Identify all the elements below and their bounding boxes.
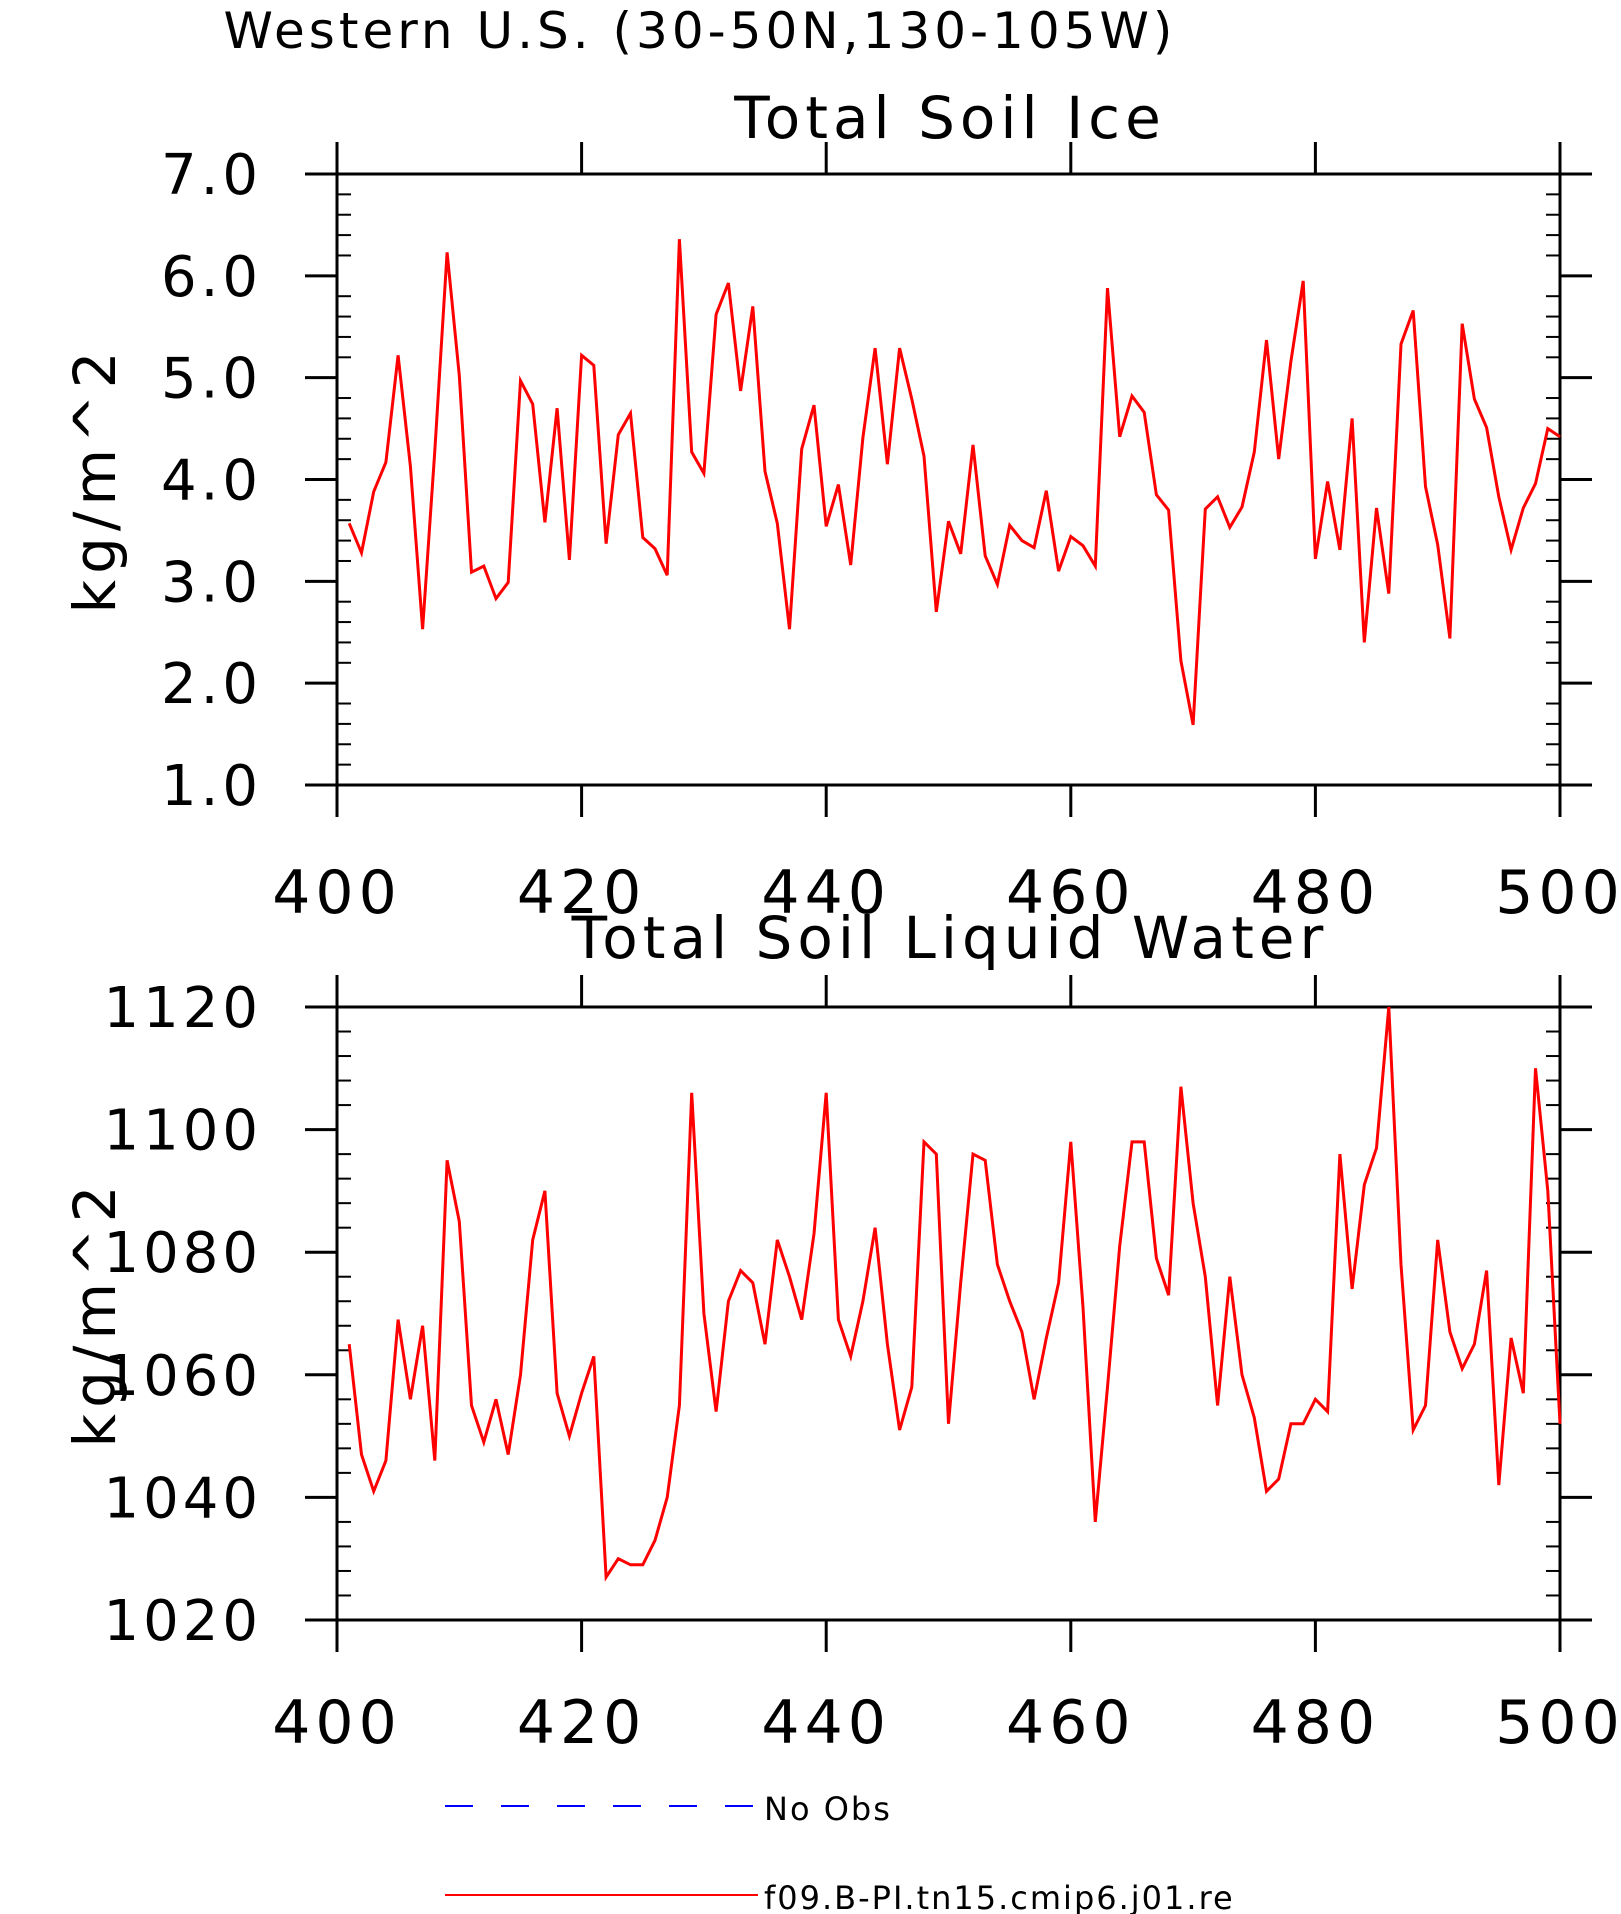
y-tick-label: 1100 bbox=[103, 1099, 262, 1164]
x-tick-label: 440 bbox=[761, 1688, 891, 1758]
x-tick-label: 400 bbox=[272, 858, 402, 928]
series-line-1 bbox=[347, 239, 1561, 726]
y-tick-label: 4.0 bbox=[161, 449, 262, 514]
y-tick-label: 7.0 bbox=[161, 143, 262, 208]
legend-label: f09.B-PI.tn15.cmip6.j01.re bbox=[764, 1879, 1235, 1914]
x-tick-label: 420 bbox=[517, 858, 647, 928]
x-tick-label: 500 bbox=[1495, 858, 1621, 928]
legend-entry-2: f09.B-PI.tn15.cmip6.j01.re bbox=[445, 1879, 1235, 1914]
y-tick-label: 1.0 bbox=[161, 754, 262, 819]
figure-title: Western U.S. (30-50N,130-105W) bbox=[224, 2, 1177, 60]
y-tick-label: 6.0 bbox=[161, 245, 262, 310]
y-tick-label: 1120 bbox=[103, 976, 262, 1041]
panel-title: Total Soil Ice bbox=[733, 84, 1166, 152]
y-axis-label: kg/m^2 bbox=[61, 346, 129, 614]
y-tick-label: 2.0 bbox=[161, 652, 262, 717]
plot-frame bbox=[335, 172, 1562, 787]
x-tick-label: 480 bbox=[1251, 1688, 1381, 1758]
x-tick-label: 400 bbox=[272, 1688, 402, 1758]
y-tick-label: 1060 bbox=[103, 1344, 262, 1409]
panel-1: Total Soil Ice kg/m^2 1.0 2.0 3.0 4.0 5.0 6.0 7.… bbox=[61, 84, 1621, 928]
x-tick-label: 480 bbox=[1251, 858, 1381, 928]
x-tick-label: 500 bbox=[1495, 1688, 1621, 1758]
y-axis-label: kg/m^2 bbox=[61, 1180, 129, 1448]
y-tick-label: 1080 bbox=[103, 1221, 262, 1286]
legend-label: No Obs bbox=[764, 1790, 892, 1828]
x-tick-label: 460 bbox=[1006, 858, 1136, 928]
legend-entry-1: No Obs bbox=[445, 1790, 892, 1828]
x-tick-label: 420 bbox=[517, 1688, 647, 1758]
legend: No Obs f09.B-PI.tn15.cmip6.j01.re bbox=[445, 1790, 1235, 1914]
y-tick-label: 3.0 bbox=[161, 550, 262, 615]
plot-frame bbox=[335, 1005, 1562, 1622]
x-tick-label: 460 bbox=[1006, 1688, 1136, 1758]
y-tick-label: 1040 bbox=[103, 1466, 262, 1531]
x-tick-label: 440 bbox=[761, 858, 891, 928]
y-tick-label: 5.0 bbox=[161, 347, 262, 412]
series-line-1 bbox=[347, 1006, 1562, 1582]
panel-2: Total Soil Liquid Water kg/m^2 1020 1040 106… bbox=[61, 904, 1621, 1758]
y-tick-label: 1020 bbox=[103, 1589, 262, 1654]
panel-title: Total Soil Liquid Water bbox=[571, 904, 1329, 972]
